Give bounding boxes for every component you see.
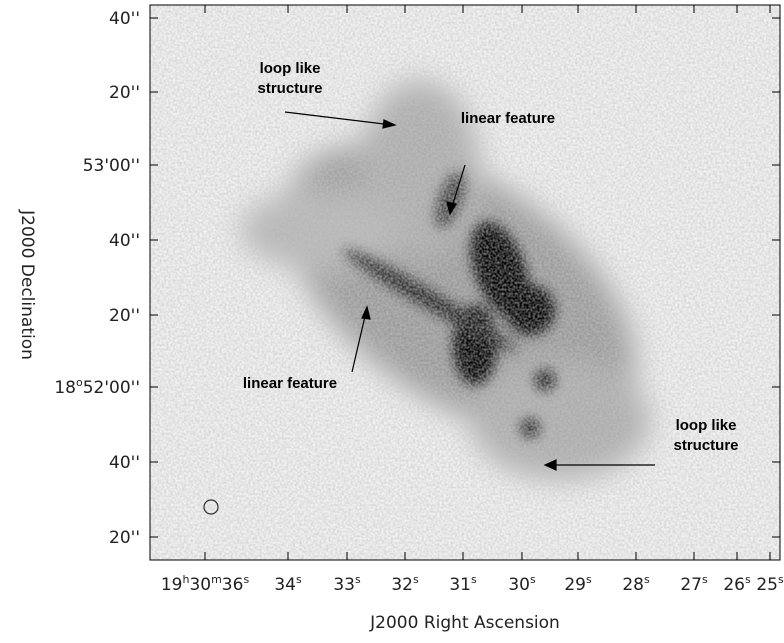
x-axis-label: J2000 Right Ascension: [369, 613, 560, 633]
label-part: 34: [274, 575, 296, 595]
label-part: 53'00'': [83, 156, 140, 176]
label-part: 31: [449, 575, 471, 595]
superscript: s: [355, 573, 361, 586]
label-part: 36: [222, 575, 244, 595]
label-part: 28: [622, 575, 644, 595]
y-tick-label: 53'00'': [83, 156, 140, 176]
label-part: 26: [723, 575, 745, 595]
annotation: structure: [673, 437, 738, 454]
annotation: linear feature: [461, 110, 555, 127]
arrows: [284, 111, 655, 471]
superscript: s: [778, 573, 784, 586]
superscript: s: [296, 573, 302, 586]
label-part: 20'': [109, 83, 140, 103]
y-tick-label: 40'': [109, 231, 140, 251]
sky-image: [150, 5, 780, 560]
y-axis-label: J2000 Declination: [17, 209, 37, 360]
label-part: 20'': [109, 528, 140, 548]
superscript: s: [243, 573, 249, 586]
superscript: s: [586, 573, 592, 586]
superscript: s: [530, 573, 536, 586]
y-tick-label: 20'': [109, 528, 140, 548]
superscript: m: [211, 573, 222, 586]
x-tick-label: 31s: [449, 573, 477, 595]
label-part: 19: [161, 575, 183, 595]
y-tick-label: 18o52'00'': [54, 376, 140, 398]
label-part: 20'': [109, 306, 140, 326]
x-tick-label: 25s: [756, 573, 784, 595]
x-tick-label: 19h30m36s: [161, 573, 250, 595]
label-part: 32: [391, 575, 413, 595]
beam: [203, 499, 219, 515]
x-tick-label: 32s: [391, 573, 419, 595]
x-tick-label: 29s: [564, 573, 592, 595]
annotation: linear feature: [243, 375, 337, 392]
y-tick-label: 20'': [109, 83, 140, 103]
superscript: h: [182, 573, 189, 586]
superscript: s: [413, 573, 419, 586]
y-tick-label: 20'': [109, 306, 140, 326]
label-part: 33: [333, 575, 355, 595]
x-tick-label: 33s: [333, 573, 361, 595]
x-tick-label: 30s: [508, 573, 536, 595]
annotation: loop like: [260, 60, 321, 77]
y-tick-label: 40'': [109, 9, 140, 29]
label-part: 52'00'': [83, 378, 140, 398]
x-tick-label: 28s: [622, 573, 650, 595]
label-part: 40'': [109, 9, 140, 29]
label-part: 40'': [109, 453, 140, 473]
annotation: structure: [257, 80, 322, 97]
superscript: s: [745, 573, 751, 586]
x-tick-label: 26s: [723, 573, 751, 595]
label-part: 30: [508, 575, 530, 595]
superscript: s: [644, 573, 650, 586]
x-tick-label: 27s: [680, 573, 708, 595]
label-part: 25: [756, 575, 778, 595]
superscript: s: [702, 573, 708, 586]
y-tick-label: 40'': [109, 453, 140, 473]
superscript: s: [471, 573, 477, 586]
label-part: 27: [680, 575, 702, 595]
annotation: loop like: [676, 417, 737, 434]
superscript: o: [76, 376, 83, 389]
label-part: 30: [189, 575, 211, 595]
label-part: 18: [54, 378, 76, 398]
label-part: 29: [564, 575, 586, 595]
label-part: 40'': [109, 231, 140, 251]
plot-frame: [149, 4, 781, 561]
x-tick-label: 34s: [274, 573, 302, 595]
